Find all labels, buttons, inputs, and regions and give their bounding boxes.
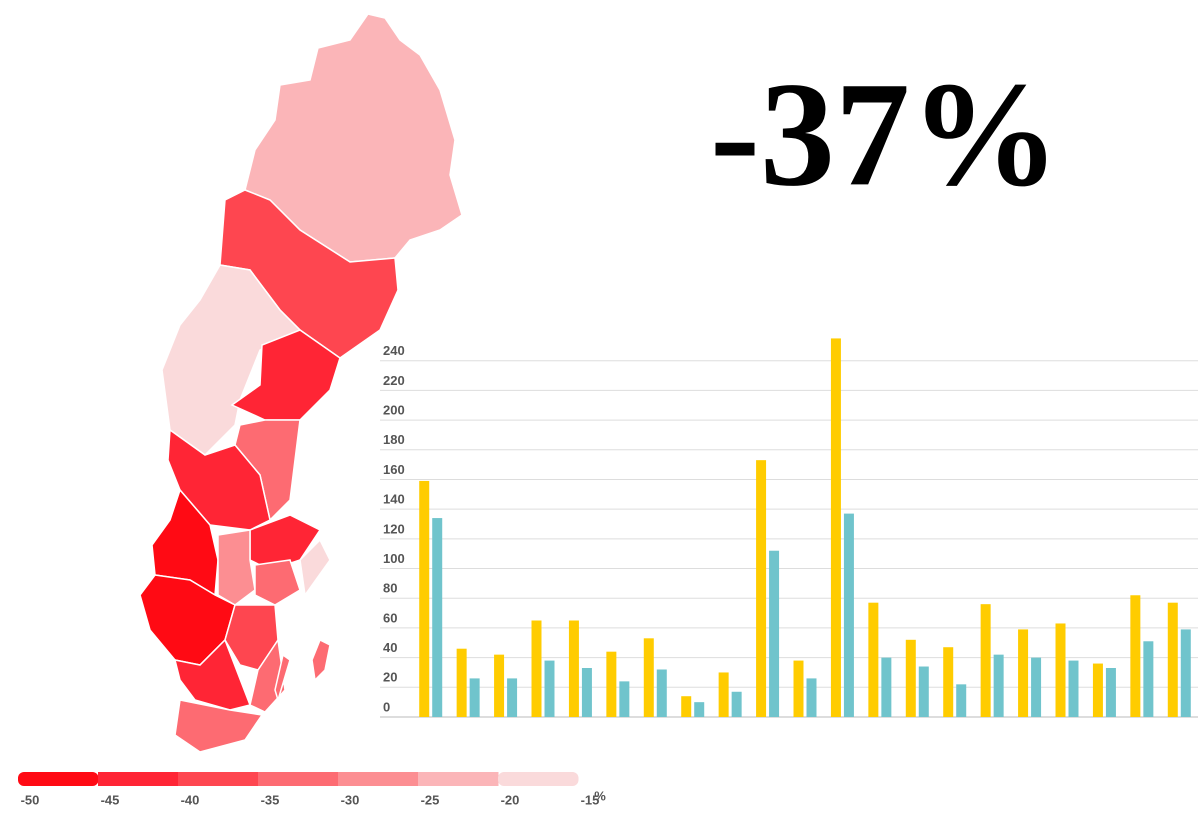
bar bbox=[1068, 660, 1079, 717]
bar bbox=[419, 480, 430, 717]
bar bbox=[956, 684, 967, 717]
y-tick-label: 220 bbox=[383, 373, 405, 388]
sweden-map bbox=[139, 13, 463, 753]
legend-label: -25 bbox=[421, 792, 440, 807]
bar bbox=[980, 604, 991, 717]
bar bbox=[456, 648, 467, 717]
bar bbox=[1105, 668, 1116, 717]
bar bbox=[830, 338, 841, 717]
legend-swatch bbox=[18, 772, 99, 786]
headline: -37% bbox=[710, 51, 1060, 217]
region bbox=[173, 638, 252, 711]
bar bbox=[1031, 657, 1042, 717]
legend-label: -40 bbox=[181, 792, 200, 807]
bar bbox=[469, 678, 480, 717]
bar bbox=[1167, 602, 1178, 717]
bar bbox=[843, 513, 854, 717]
bar bbox=[943, 647, 954, 717]
bar bbox=[918, 666, 929, 717]
bar bbox=[681, 696, 692, 717]
y-tick-label: 240 bbox=[383, 343, 405, 358]
legend-label: -45 bbox=[101, 792, 120, 807]
legend-swatch bbox=[418, 772, 499, 786]
y-tick-label: 80 bbox=[383, 581, 397, 596]
bar bbox=[1130, 595, 1141, 717]
bar bbox=[806, 678, 817, 717]
bar bbox=[756, 460, 767, 717]
y-tick-label: 160 bbox=[383, 462, 405, 477]
bar bbox=[1180, 629, 1191, 717]
bar bbox=[619, 681, 630, 717]
legend-label: -30 bbox=[341, 792, 360, 807]
bar bbox=[1092, 663, 1103, 717]
region bbox=[174, 699, 264, 753]
y-tick-label: 120 bbox=[383, 521, 405, 536]
legend-swatch bbox=[498, 772, 579, 786]
y-tick-label: 200 bbox=[383, 403, 405, 418]
legend-swatch bbox=[178, 772, 259, 786]
bar bbox=[881, 657, 892, 717]
region bbox=[274, 653, 291, 703]
region bbox=[254, 559, 301, 606]
legend-label: -15 bbox=[581, 792, 600, 807]
bar bbox=[643, 638, 654, 717]
region bbox=[311, 638, 331, 682]
bar bbox=[581, 668, 592, 717]
y-tick-label: 100 bbox=[383, 551, 405, 566]
bar bbox=[769, 550, 780, 717]
bar bbox=[568, 620, 579, 717]
bar bbox=[507, 678, 518, 717]
bar bbox=[905, 639, 916, 717]
bar bbox=[494, 654, 505, 717]
legend-label: -35 bbox=[261, 792, 280, 807]
y-tick-label: 20 bbox=[383, 670, 397, 685]
y-tick-label: 140 bbox=[383, 492, 405, 507]
bar-chart: 0 20 40 60 80 100 120 140 160 180 200 220 240 bbox=[380, 338, 1198, 718]
bar bbox=[718, 672, 729, 717]
region bbox=[217, 529, 256, 606]
legend-unit: % bbox=[594, 788, 606, 803]
bar bbox=[1018, 629, 1029, 717]
bar bbox=[531, 620, 542, 717]
region bbox=[299, 538, 331, 597]
bar bbox=[432, 518, 443, 717]
bar bbox=[694, 702, 705, 717]
bar bbox=[544, 660, 555, 717]
y-tick-label: 60 bbox=[383, 610, 397, 625]
legend-swatch bbox=[338, 772, 419, 786]
y-tick-label: 40 bbox=[383, 640, 397, 655]
bar bbox=[868, 602, 879, 717]
bar bbox=[993, 654, 1004, 717]
legend-swatch bbox=[98, 772, 179, 786]
legend-label: -50 bbox=[21, 792, 40, 807]
region bbox=[161, 264, 302, 456]
bar bbox=[793, 660, 804, 717]
bar bbox=[656, 669, 667, 717]
bar bbox=[1143, 641, 1154, 717]
color-legend: -50 -45 -40 -35 -30 -25 -20 -15% bbox=[18, 772, 606, 807]
legend-swatch bbox=[258, 772, 339, 786]
y-tick-label: 180 bbox=[383, 432, 405, 447]
y-tick-label: 0 bbox=[383, 699, 390, 714]
legend-label: -20 bbox=[501, 792, 520, 807]
bar bbox=[606, 651, 617, 717]
bar bbox=[1055, 623, 1066, 717]
bar bbox=[731, 691, 742, 717]
